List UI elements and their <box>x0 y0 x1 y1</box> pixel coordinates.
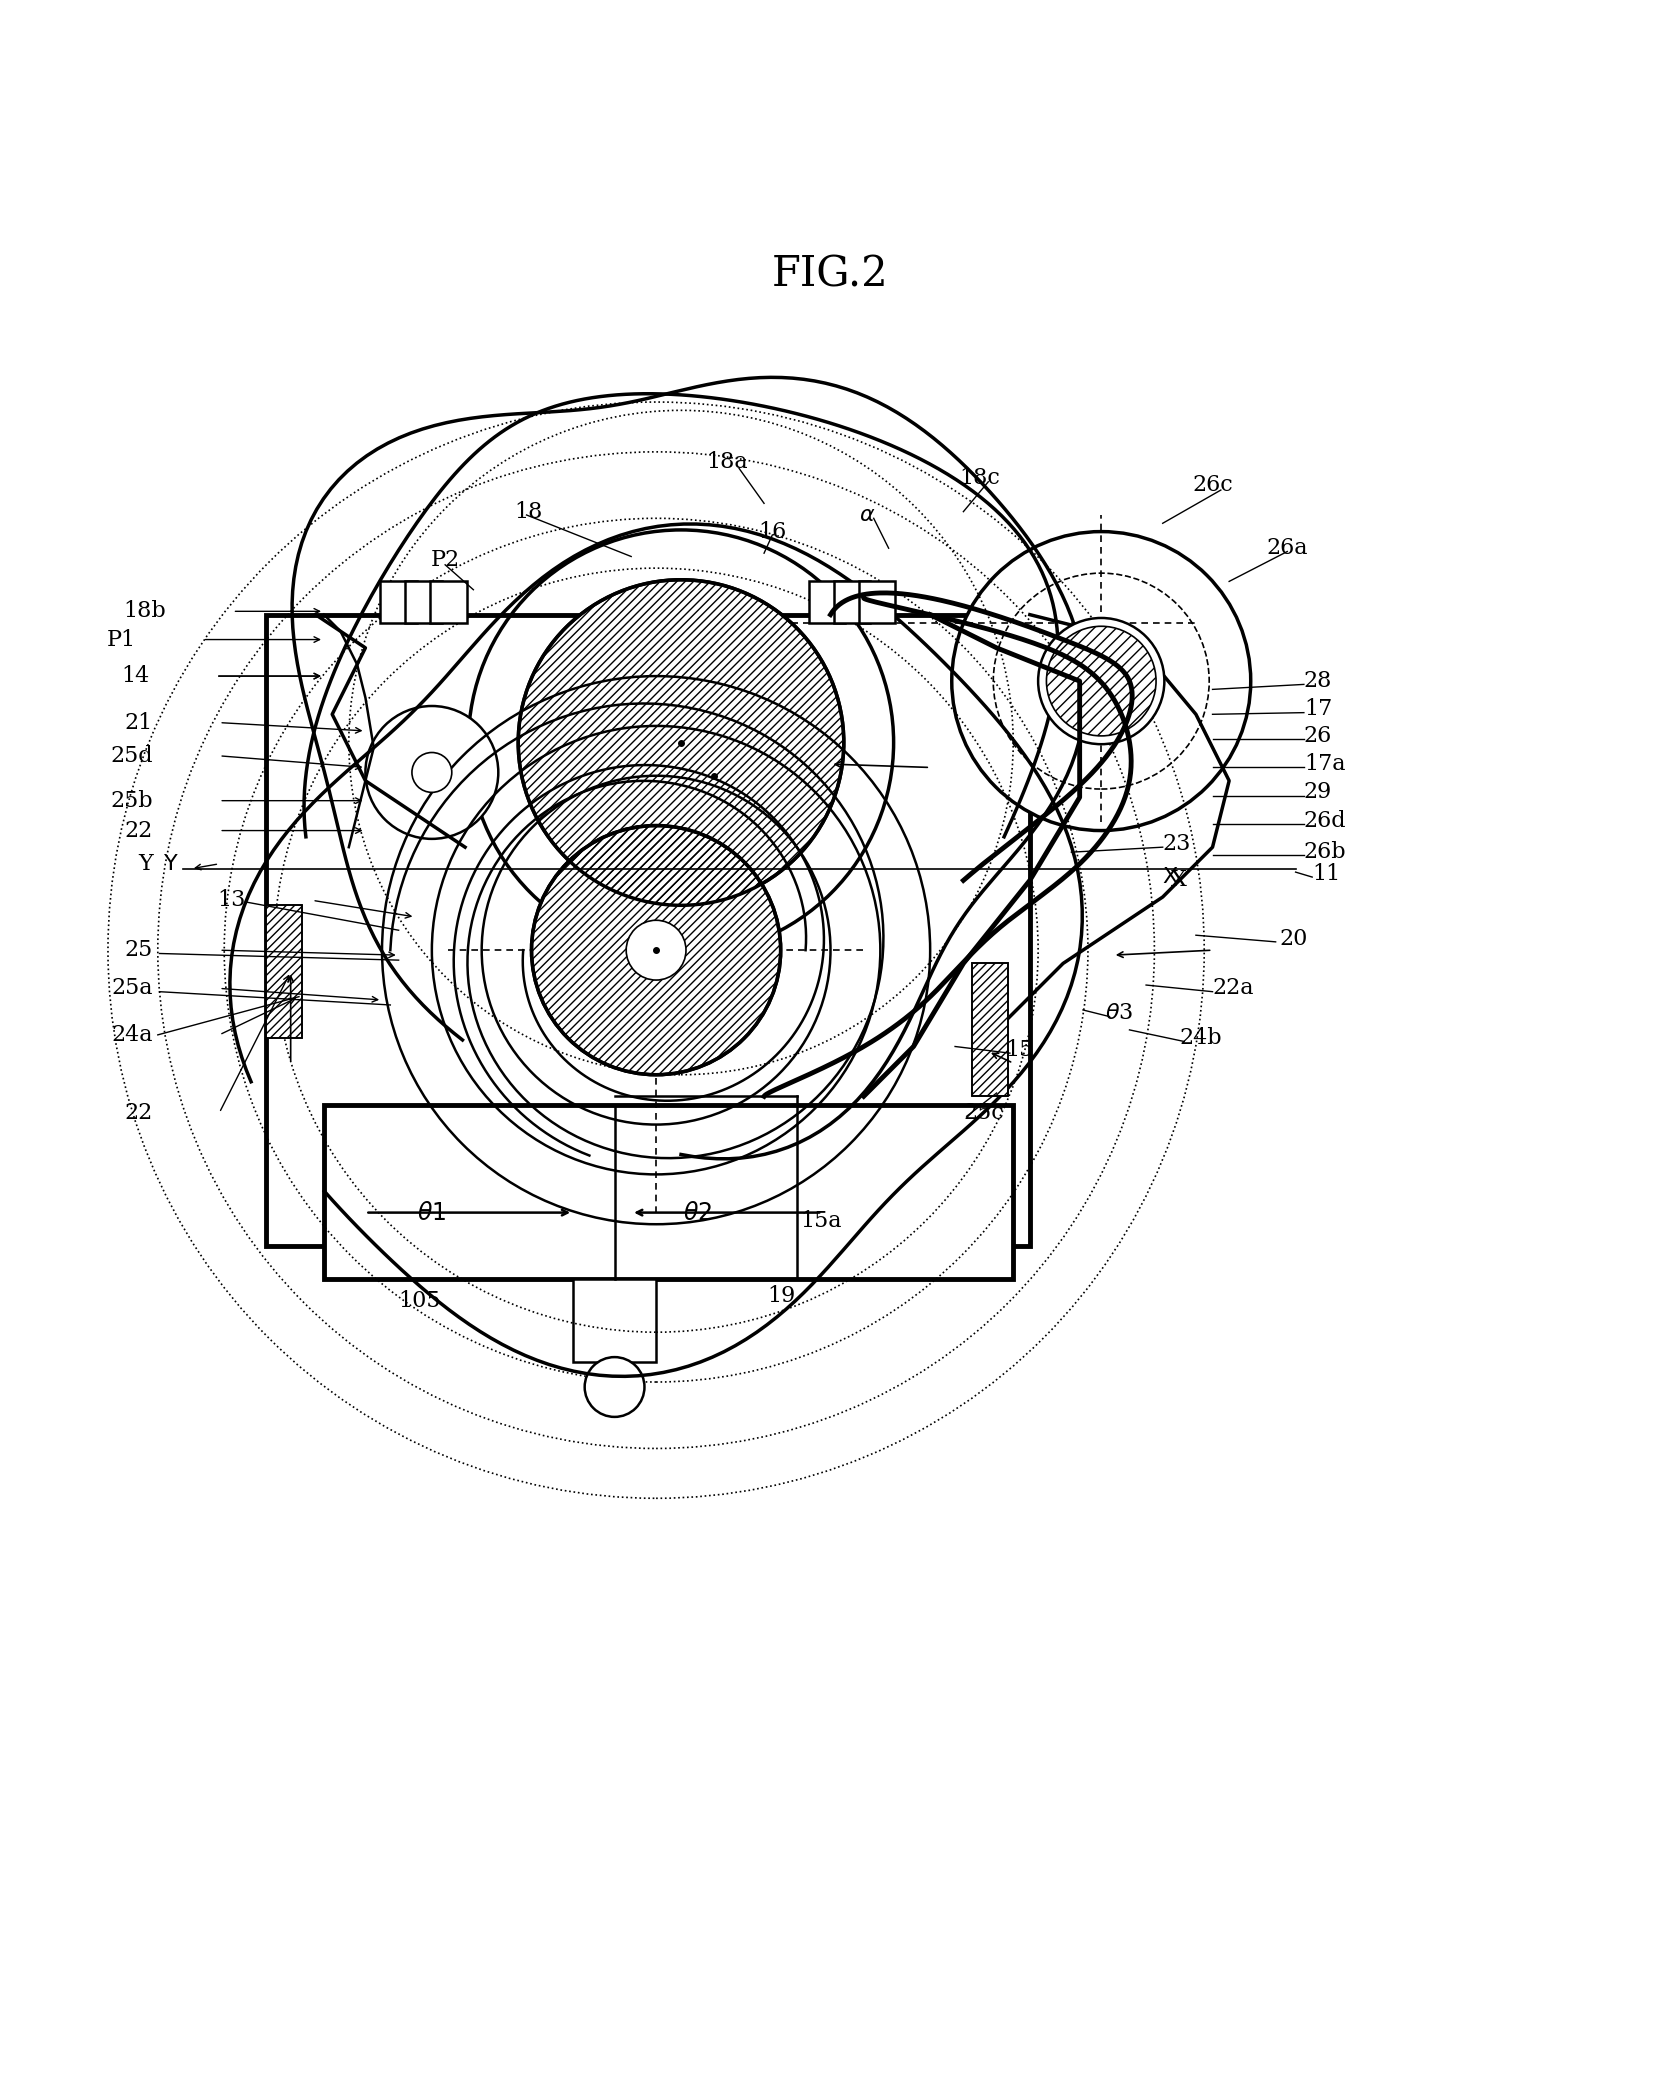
Text: 20: 20 <box>1279 927 1307 950</box>
Text: $\theta$1: $\theta$1 <box>417 1201 447 1224</box>
Text: 17a: 17a <box>1304 753 1345 774</box>
Text: FIG.2: FIG.2 <box>772 253 889 295</box>
Text: 25d: 25d <box>110 745 153 766</box>
Text: 11: 11 <box>1312 862 1340 885</box>
Text: 17: 17 <box>1304 699 1332 720</box>
Text: 25c: 25c <box>963 1101 1005 1124</box>
Text: 24a: 24a <box>111 1023 153 1046</box>
Text: 26b: 26b <box>1304 841 1347 862</box>
Text: $\alpha$: $\alpha$ <box>859 504 875 525</box>
Text: 22: 22 <box>125 1101 153 1124</box>
Text: Y: Y <box>164 854 178 873</box>
Bar <box>834 582 870 624</box>
Text: 26a: 26a <box>1267 538 1307 559</box>
Text: 25a: 25a <box>111 977 153 998</box>
Bar <box>266 615 1030 1245</box>
Text: 26c: 26c <box>1193 475 1232 496</box>
Bar <box>266 906 302 1038</box>
Text: 15a: 15a <box>801 1210 842 1233</box>
Text: 25: 25 <box>125 940 153 961</box>
Text: $\theta$3: $\theta$3 <box>1105 1003 1133 1023</box>
Bar <box>430 582 467 624</box>
Bar <box>324 1105 1013 1279</box>
Text: 18c: 18c <box>960 467 1000 490</box>
Text: P1: P1 <box>106 628 136 651</box>
Text: X: X <box>1163 867 1178 887</box>
Bar <box>266 906 302 1038</box>
Circle shape <box>412 753 452 793</box>
Circle shape <box>532 825 781 1074</box>
Bar <box>405 582 442 624</box>
Text: 23: 23 <box>1163 833 1191 854</box>
Circle shape <box>585 1356 644 1417</box>
Text: 25b: 25b <box>110 789 153 812</box>
Text: 22: 22 <box>125 820 153 841</box>
Text: 21: 21 <box>125 712 153 735</box>
Text: 26: 26 <box>1304 724 1332 747</box>
Text: X: X <box>1171 869 1188 892</box>
Text: 29: 29 <box>1304 781 1332 804</box>
Text: 22a: 22a <box>1213 977 1254 998</box>
Text: 24b: 24b <box>1179 1028 1222 1049</box>
Circle shape <box>626 921 686 980</box>
Text: 18b: 18b <box>123 601 166 622</box>
Bar <box>573 1279 656 1363</box>
Bar <box>859 582 895 624</box>
Bar <box>380 582 417 624</box>
Text: 15: 15 <box>1005 1038 1033 1061</box>
Text: 105: 105 <box>399 1289 442 1312</box>
Text: 26d: 26d <box>1304 810 1347 831</box>
Text: Y: Y <box>138 852 153 875</box>
Text: 18: 18 <box>513 500 543 523</box>
Text: 18a: 18a <box>706 450 749 473</box>
Circle shape <box>952 532 1251 831</box>
Text: $\theta$2: $\theta$2 <box>683 1201 713 1224</box>
Bar <box>972 963 1008 1097</box>
Text: 13: 13 <box>218 890 246 910</box>
Circle shape <box>518 580 844 906</box>
Circle shape <box>1046 626 1156 737</box>
Bar <box>809 582 845 624</box>
Circle shape <box>365 705 498 839</box>
Text: 19: 19 <box>767 1285 796 1306</box>
Bar <box>972 963 1008 1097</box>
Circle shape <box>1038 617 1164 745</box>
Text: P2: P2 <box>430 548 460 571</box>
Text: 14: 14 <box>121 666 149 687</box>
Text: 16: 16 <box>757 521 787 542</box>
Text: 28: 28 <box>1304 670 1332 693</box>
